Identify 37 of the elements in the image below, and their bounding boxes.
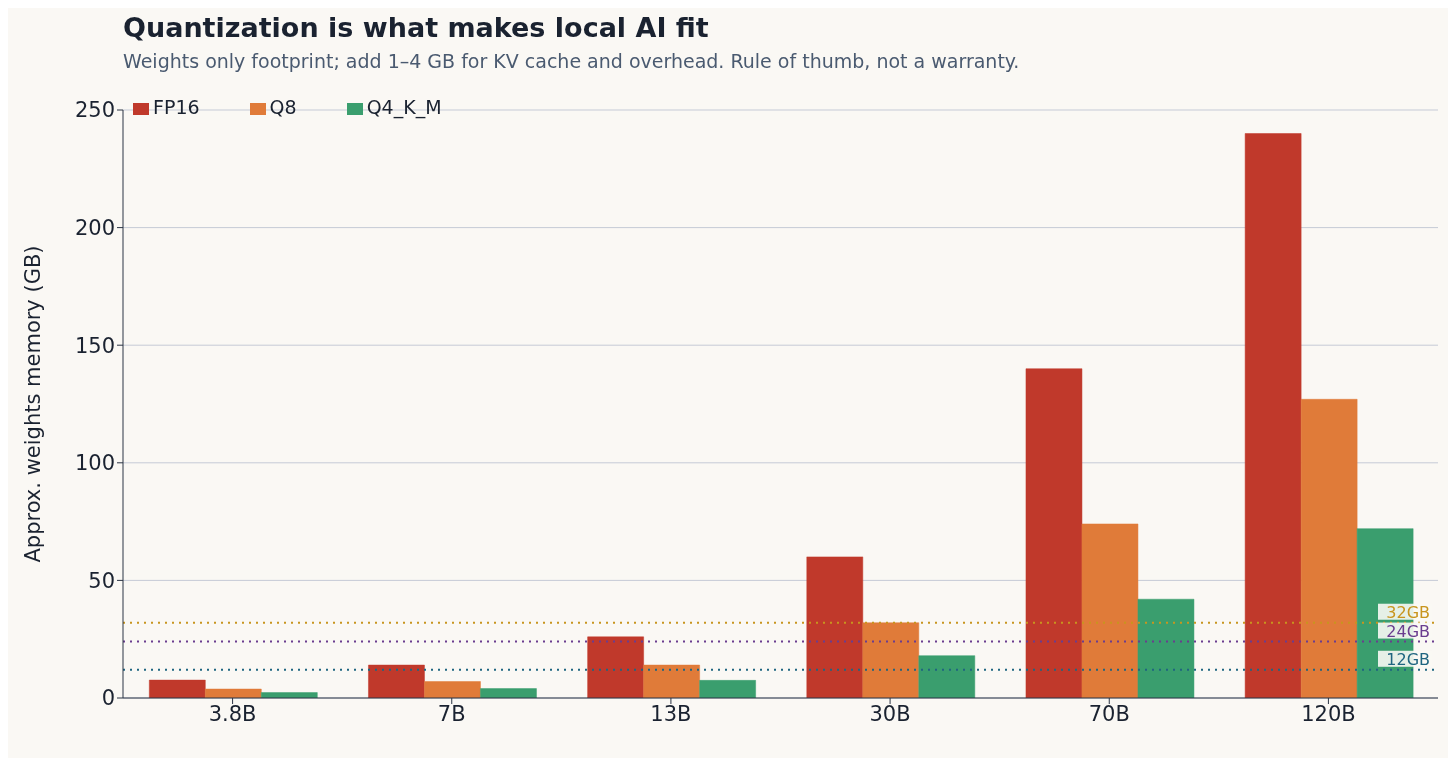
legend-label: FP16 <box>153 96 200 118</box>
bar <box>368 664 425 698</box>
bar <box>480 688 537 698</box>
y-tick-label: 150 <box>74 333 115 358</box>
ref-line-label: 32GB <box>1386 602 1430 622</box>
bar <box>806 556 864 698</box>
y-tick-label: 200 <box>74 216 115 241</box>
bar <box>149 679 206 698</box>
x-tick-label: 13B <box>650 701 692 726</box>
bar <box>587 636 644 698</box>
y-tick-label: 0 <box>101 686 115 711</box>
bar <box>205 688 262 698</box>
bar <box>643 664 700 698</box>
bar <box>1025 368 1083 698</box>
ref-line-label: 24GB <box>1386 621 1430 641</box>
y-tick-label: 50 <box>88 568 115 593</box>
y-tick-label: 100 <box>74 451 115 476</box>
chart-subtitle: Weights only footprint; add 1–4 GB for KV cache and overhead. Rule of thumb, not a warranty. <box>123 50 1020 72</box>
bar <box>1081 523 1139 698</box>
x-tick-label: 30B <box>869 701 911 726</box>
chart-title: Quantization is what makes local AI fit <box>123 12 709 43</box>
x-tick-label: 7B <box>437 701 466 726</box>
x-tick-label: 120B <box>1301 701 1356 726</box>
y-tick-label: 250 <box>74 98 115 123</box>
legend-label: Q8 <box>269 96 297 118</box>
bar <box>699 680 756 698</box>
bar <box>918 655 976 698</box>
bar <box>1244 133 1302 698</box>
bar <box>862 622 920 698</box>
y-axis-title: Approx. weights memory (GB) <box>21 245 46 563</box>
bar <box>1137 598 1195 698</box>
bar <box>424 681 481 698</box>
x-tick-label: 3.8B <box>208 701 257 726</box>
ref-line-label: 12GB <box>1386 649 1430 669</box>
legend-label: Q4_K_M <box>366 96 442 118</box>
bar <box>1300 399 1358 698</box>
x-tick-label: 70B <box>1088 701 1130 726</box>
